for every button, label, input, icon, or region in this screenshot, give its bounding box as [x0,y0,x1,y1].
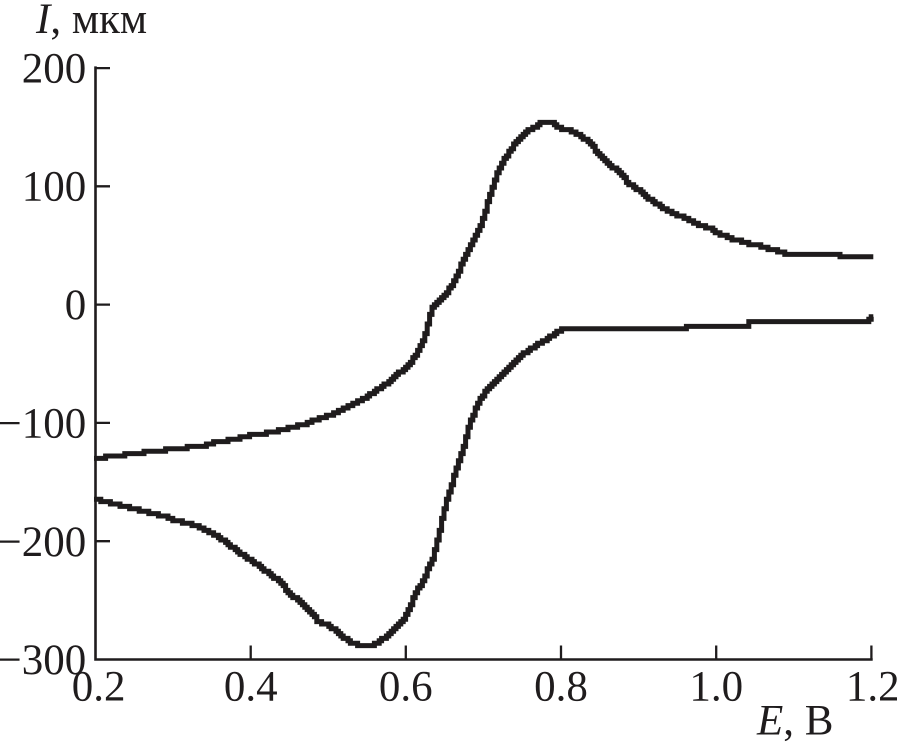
svg-text:1.0: 1.0 [689,664,743,711]
svg-text:I, мкм: I, мкм [35,0,147,43]
svg-text:−100: −100 [0,401,86,448]
svg-text:E, В: E, В [756,697,833,744]
svg-text:−200: −200 [0,519,86,566]
svg-text:0.8: 0.8 [534,664,588,711]
svg-text:100: 100 [22,164,87,211]
svg-text:0.6: 0.6 [379,664,433,711]
svg-text:0.4: 0.4 [224,664,278,711]
svg-text:0: 0 [65,282,87,329]
svg-text:0.2: 0.2 [72,664,126,711]
svg-text:200: 200 [22,45,87,92]
svg-text:1.2: 1.2 [846,664,897,711]
svg-text:−300: −300 [0,637,86,684]
